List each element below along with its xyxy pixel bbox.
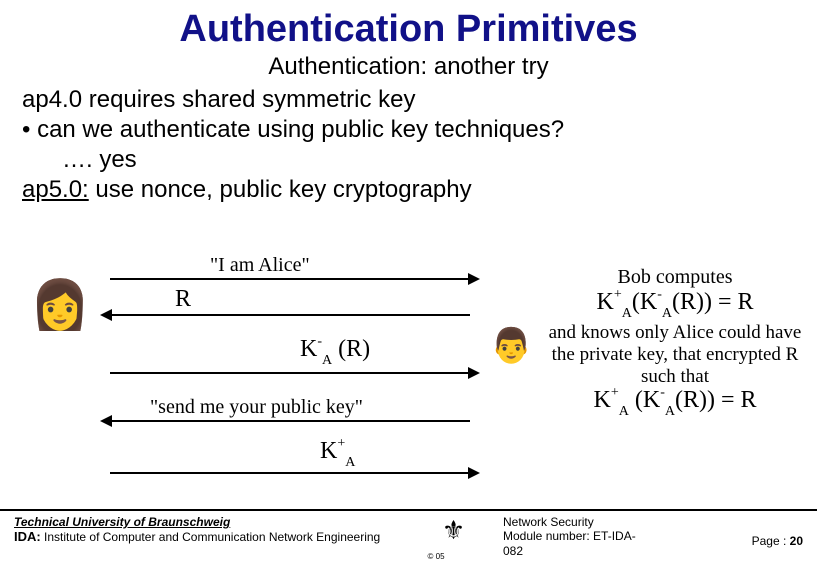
arrow-2 [110,314,470,316]
footer-seal: ⚜ © 05 [424,515,484,567]
bob-explanation: and knows only Alice could have the priv… [540,322,810,388]
ap5-rest: use nonce, public key cryptography [89,176,472,203]
protocol-diagram: 👩 👨 "I am Alice" R K-A (R) "send me your… [0,258,817,518]
slide-footer: Technical University of Braunschweig IDA… [0,509,817,567]
institute-name: IDA: Institute of Computer and Communica… [14,529,404,545]
footer-right: Network Security Module number: ET-IDA- … [503,515,803,567]
slide-subtitle: Authentication: another try [0,53,817,81]
footer-left: Technical University of Braunschweig IDA… [14,515,404,567]
body-line-4: ap5.0: use nonce, public key cryptograph… [22,175,795,205]
body-line-3: …. yes [22,145,795,175]
page-number: Page : 20 [752,534,803,548]
msg-signed-r: K-A (R) [300,336,370,367]
bob-formula-2: K+A (K-A(R)) = R [540,387,810,418]
alice-icon: 👩 [30,276,90,333]
arrow-3 [110,372,470,374]
seal-icon: ⚜ [442,515,465,545]
arrow-1 [110,278,470,280]
bob-computes-label: Bob computes [540,266,810,289]
msg-i-am-alice: "I am Alice" [210,254,310,277]
msg-pubkey: K+A [320,438,355,469]
msg-send-pubkey: "send me your public key" [150,396,363,419]
module-info: Network Security Module number: ET-IDA- … [503,515,636,567]
msg-nonce-r: R [175,286,191,313]
university-name: Technical University of Braunschweig [14,515,404,529]
bob-formula-1: K+A(K-A(R)) = R [540,289,810,320]
body-line-2: • can we authenticate using public key t… [22,115,795,145]
slide-title: Authentication Primitives [0,0,817,51]
body-line-1: ap4.0 requires shared symmetric key [22,85,795,115]
bob-computation: Bob computes K+A(K-A(R)) = R and knows o… [540,266,810,418]
copyright-year: © 05 [428,552,445,561]
arrow-4 [110,420,470,422]
bob-icon: 👨 [490,326,532,366]
arrow-5 [110,472,470,474]
body-text: ap4.0 requires shared symmetric key • ca… [0,81,817,205]
ap5-label: ap5.0: [22,176,89,203]
